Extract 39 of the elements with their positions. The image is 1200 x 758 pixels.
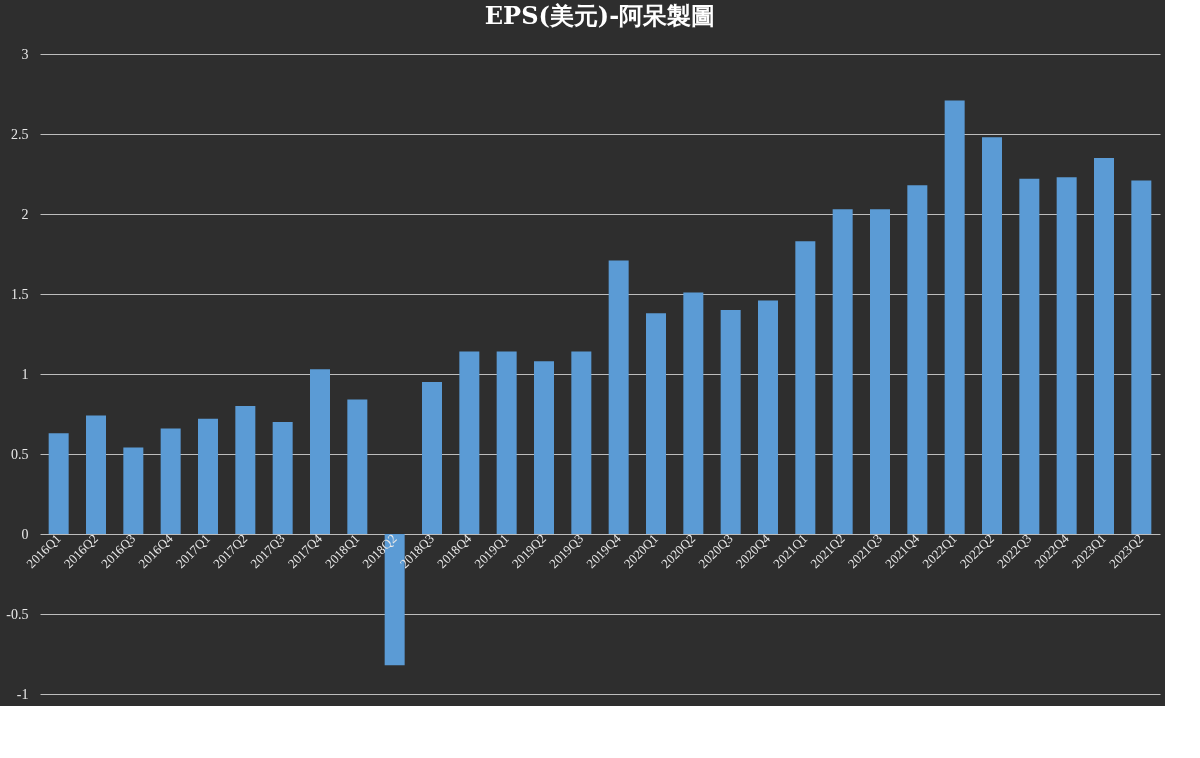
bar (907, 185, 928, 534)
y-tick-label: -0.5 (6, 606, 29, 622)
bar (496, 351, 517, 534)
bar (235, 406, 256, 534)
y-tick-label: 3 (21, 46, 29, 62)
bar (310, 369, 330, 534)
bar (422, 382, 442, 534)
bar (534, 361, 554, 534)
bar (160, 428, 181, 534)
bar (347, 399, 368, 534)
bar (1094, 158, 1114, 534)
bar (944, 100, 965, 534)
bar (86, 415, 106, 534)
y-tick-label: 1 (21, 366, 29, 382)
chart-title: EPS(美元)-阿呆製圖 (484, 1, 716, 30)
bar (1056, 177, 1077, 534)
bar (683, 292, 704, 534)
bar (272, 422, 293, 534)
bar (646, 313, 666, 534)
bar (832, 209, 853, 534)
bar (459, 351, 480, 534)
bar (608, 260, 629, 534)
bar (795, 241, 816, 534)
bar (198, 418, 218, 534)
y-tick-label: 2 (21, 206, 29, 222)
bar (758, 300, 778, 534)
y-tick-label: 0 (21, 526, 29, 542)
y-tick-label: 0.5 (11, 446, 29, 462)
bar (571, 351, 592, 534)
bar (982, 137, 1002, 534)
bar (720, 310, 741, 534)
bar (48, 433, 69, 534)
y-tick-label: 2.5 (11, 126, 29, 142)
bar (1019, 178, 1040, 534)
bar (870, 209, 890, 534)
y-tick-label: 1.5 (11, 286, 29, 302)
bar (1131, 180, 1152, 534)
y-tick-label: -1 (16, 686, 29, 702)
bar (123, 447, 144, 534)
